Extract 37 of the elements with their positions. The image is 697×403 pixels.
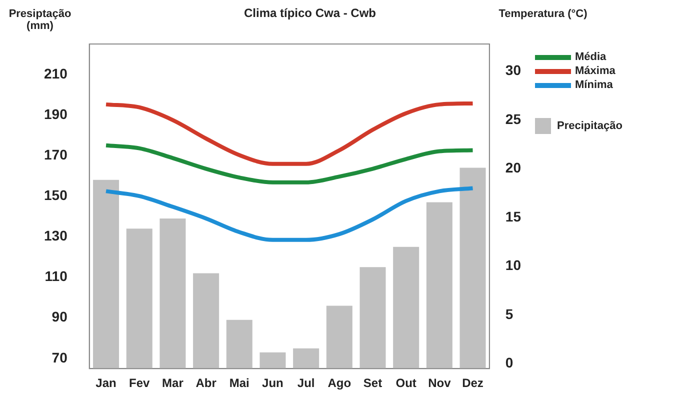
line-series (104, 101, 475, 166)
x-tick-label: Fev (129, 376, 150, 390)
y2-tick-label: 15 (505, 208, 522, 224)
legend-label: Precipitação (557, 120, 622, 132)
line-series (104, 186, 475, 242)
x-tick-label: Dez (462, 376, 484, 390)
x-tick-label: Jan (96, 376, 116, 390)
x-tick-label: Ago (328, 376, 352, 390)
y2-tick-label: 25 (505, 110, 522, 127)
x-tick-label: Abr (196, 376, 217, 390)
y-tick-label: 90 (52, 308, 68, 325)
legend-label: Média (575, 51, 606, 63)
y2-tick-label: 20 (505, 160, 522, 176)
line-series (104, 143, 475, 184)
x-tick-label: Set (363, 376, 382, 390)
x-tick-label: Mai (229, 376, 250, 390)
y-tick-label: 70 (52, 349, 68, 366)
y-tick-label: 210 (44, 65, 68, 82)
y-tick-label: 190 (44, 106, 68, 122)
y-tick-label: 150 (44, 187, 68, 204)
x-tick-label: Jun (262, 376, 284, 390)
y-tick-label: 110 (44, 268, 68, 284)
legend-label: Máxima (575, 65, 616, 77)
chart-title: Clima típico Cwa - Cwb (242, 6, 377, 20)
x-tick-label: Mar (162, 376, 184, 390)
y2-tick-label: 30 (505, 62, 522, 78)
x-tick-label: Nov (428, 376, 452, 390)
y2-tick-label: 0 (505, 354, 514, 371)
y-tick-label: 170 (44, 146, 68, 162)
y2-tick-label: 10 (505, 257, 522, 274)
y-axis-title: Presiptação (mm) (8, 8, 72, 32)
y2-axis-title: Temperatura (°C) (498, 8, 588, 20)
x-tick-label: Jul (297, 376, 315, 390)
y-tick-label: 130 (44, 228, 68, 244)
legend-label: Mínima (575, 79, 613, 91)
x-tick-label: Out (396, 376, 416, 390)
y2-tick-label: 5 (505, 306, 514, 322)
